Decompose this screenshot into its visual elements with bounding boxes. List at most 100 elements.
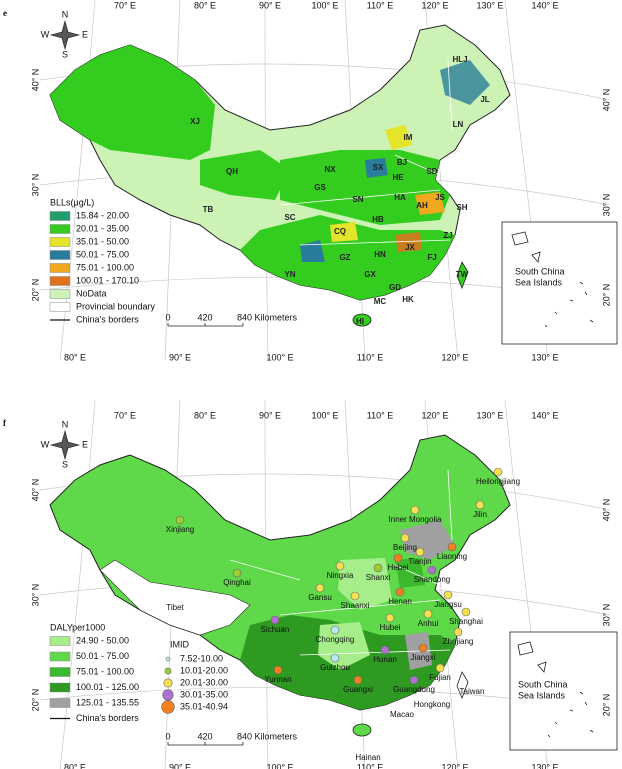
region-label: QH bbox=[226, 167, 238, 176]
latitude-label: 40° N bbox=[601, 499, 611, 522]
latitude-label: 20° N bbox=[30, 279, 40, 302]
region-label: Shanghai bbox=[449, 617, 483, 626]
longitude-label: 130° E bbox=[476, 410, 503, 420]
region-label: HA bbox=[394, 193, 406, 202]
longitude-label: 90° E bbox=[259, 410, 281, 420]
longitude-label: 130° E bbox=[476, 0, 503, 10]
latitude-label: 30° N bbox=[601, 604, 611, 627]
longitude-label: 80° E bbox=[194, 410, 216, 420]
region-label: ZJ bbox=[443, 231, 452, 240]
longitude-label: 130° E bbox=[531, 352, 558, 362]
region-label: SX bbox=[373, 163, 384, 172]
province-boundary bbox=[229, 469, 453, 656]
region-fill bbox=[440, 60, 490, 105]
region-label: HE bbox=[392, 173, 404, 182]
longitude-label: 80° E bbox=[64, 762, 86, 769]
longitude-label: 110° E bbox=[367, 0, 393, 10]
region-label: Henan bbox=[388, 597, 412, 606]
compass-e: E bbox=[82, 439, 88, 449]
longitude-label: 100° E bbox=[311, 410, 338, 420]
latitude-label: 40° N bbox=[30, 69, 40, 92]
region-label: Yunnan bbox=[264, 675, 291, 684]
legend-swatch bbox=[49, 667, 71, 677]
inset-frame bbox=[501, 221, 618, 345]
longitude-label: 90° E bbox=[259, 0, 281, 10]
region-label: NX bbox=[324, 165, 336, 174]
region-label: GD bbox=[389, 283, 401, 292]
panel-label: e bbox=[3, 8, 7, 18]
imid-symbol bbox=[461, 607, 471, 617]
legend-label: 50.01 - 75.00 bbox=[76, 249, 129, 259]
region-label: Chongqing bbox=[316, 635, 355, 644]
region-fill bbox=[330, 222, 358, 242]
scale-label: 420 bbox=[197, 312, 212, 322]
imid-legend-label: 35.01-40.94 bbox=[180, 701, 228, 711]
legend-label: NoData bbox=[76, 288, 107, 298]
compass-n: N bbox=[62, 9, 69, 19]
region-label: Hongkong bbox=[414, 700, 450, 709]
latitude-label: 40° N bbox=[601, 89, 611, 112]
imid-legend-symbol bbox=[162, 689, 174, 701]
imid-symbol bbox=[380, 645, 390, 655]
province-boundary bbox=[279, 59, 453, 246]
imid-symbol bbox=[373, 563, 383, 573]
imid-symbol bbox=[443, 590, 453, 600]
compass-w: W bbox=[41, 439, 50, 449]
legend-label: 75.01 - 100.00 bbox=[76, 666, 134, 676]
region-label: TW bbox=[456, 270, 469, 279]
latitude-label: 40° N bbox=[30, 479, 40, 502]
scale-label: 840 Kilometers bbox=[237, 312, 298, 322]
legend-swatch bbox=[49, 250, 71, 260]
region-label: Zhejiang bbox=[443, 637, 474, 646]
region-label: Liaoning bbox=[437, 552, 467, 561]
region-label: Jiangxi bbox=[411, 653, 436, 662]
imid-symbol bbox=[453, 627, 463, 637]
imid-legend-symbol bbox=[161, 700, 175, 714]
legend-label: 50.01 - 75.00 bbox=[76, 651, 129, 661]
compass-s: S bbox=[62, 459, 68, 469]
imid-symbol bbox=[435, 663, 445, 673]
region-label: HI bbox=[356, 317, 364, 326]
longitude-label: 100° E bbox=[266, 762, 293, 769]
inset-label: Sea Islands bbox=[515, 277, 563, 287]
legend-label: China's borders bbox=[76, 713, 139, 723]
map-f bbox=[39, 399, 618, 769]
imid-symbol bbox=[175, 515, 185, 525]
scale-label: 0 bbox=[165, 731, 170, 741]
region-fill bbox=[99, 559, 251, 636]
latitude-label: 30° N bbox=[30, 174, 40, 197]
imid-symbol bbox=[427, 565, 437, 575]
region-label: Guangxi bbox=[343, 685, 373, 694]
region-label: Fujian bbox=[429, 673, 451, 682]
region-fill bbox=[200, 150, 290, 200]
inset-label: South China bbox=[518, 679, 568, 689]
region-fill bbox=[415, 192, 445, 215]
longitude-label: 70° E bbox=[114, 0, 136, 10]
region-label: YN bbox=[284, 270, 295, 279]
legend-swatch bbox=[49, 263, 71, 273]
imid-legend-label: 20.01-30.00 bbox=[180, 677, 228, 687]
region-label: BJ bbox=[397, 158, 407, 167]
region-label: Hubei bbox=[380, 623, 401, 632]
inset-shapes bbox=[517, 641, 594, 738]
legend-swatch bbox=[49, 289, 71, 299]
scale-bar bbox=[167, 323, 244, 327]
legend-title: DALYper1000 bbox=[50, 622, 105, 632]
island bbox=[352, 313, 372, 327]
region-fill bbox=[50, 45, 215, 160]
region-fill bbox=[385, 125, 412, 150]
region-label: Shandong bbox=[414, 575, 450, 584]
region-label: Guizhou bbox=[320, 663, 350, 672]
region-label: XJ bbox=[190, 117, 200, 126]
region-label: Tianjin bbox=[408, 557, 431, 566]
latitude-label: 20° N bbox=[30, 689, 40, 712]
imid-symbol bbox=[409, 675, 419, 685]
latitude-label: 30° N bbox=[30, 584, 40, 607]
longitude-label: 100° E bbox=[311, 0, 338, 10]
region-label: HK bbox=[402, 295, 414, 304]
longitude-label: 120° E bbox=[421, 410, 448, 420]
legend-label: 100.01 - 170.10 bbox=[76, 275, 139, 285]
longitude-label: 90° E bbox=[169, 352, 191, 362]
